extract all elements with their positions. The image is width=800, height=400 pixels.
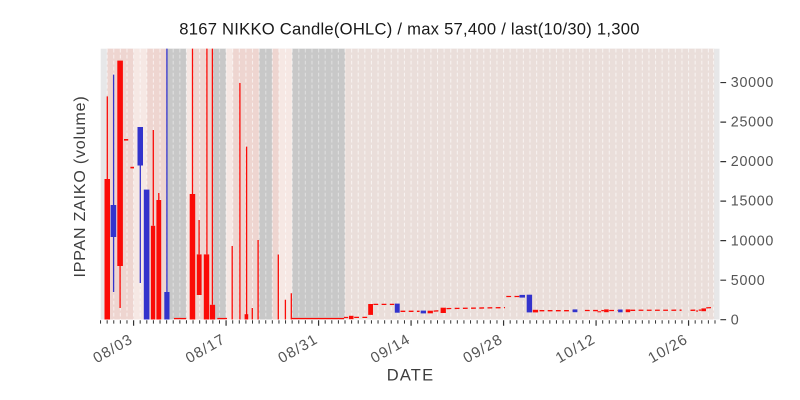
svg-text:10000: 10000: [731, 233, 774, 249]
svg-text:15000: 15000: [731, 194, 774, 210]
svg-text:20000: 20000: [731, 154, 774, 170]
svg-text:8167 NIKKO Candle(OHLC) / max: 8167 NIKKO Candle(OHLC) / max 57,400 / l…: [179, 19, 639, 38]
svg-text:30000: 30000: [731, 75, 774, 91]
svg-text:5000: 5000: [731, 273, 766, 289]
svg-text:DATE: DATE: [387, 367, 435, 385]
svg-text:0: 0: [731, 312, 740, 328]
svg-text:25000: 25000: [731, 115, 774, 131]
svg-text:IPPAN ZAIKO (volume): IPPAN ZAIKO (volume): [72, 96, 89, 278]
